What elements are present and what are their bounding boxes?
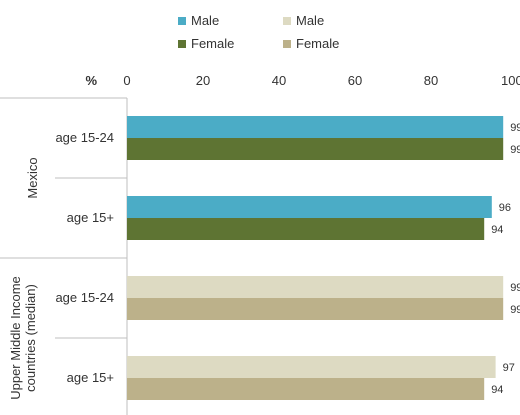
bar (127, 356, 496, 378)
group-label: countries (median) (23, 284, 38, 392)
x-tick-label: 20 (196, 73, 210, 88)
x-tick-label: 100 (501, 73, 520, 88)
category-label: age 15+ (67, 210, 114, 225)
category-label: age 15+ (67, 370, 114, 385)
axis-unit-label: % (85, 73, 97, 88)
category-label: age 15-24 (55, 290, 114, 305)
bar-value-label: 94 (491, 384, 503, 396)
bar-value-label: 99 (510, 144, 520, 156)
bar (127, 138, 504, 160)
legend-label: Female (191, 36, 234, 51)
bar (127, 218, 485, 240)
bar-value-label: 99 (510, 304, 520, 316)
bar (127, 196, 492, 218)
legend-label: Female (296, 36, 339, 51)
x-tick-label: 40 (272, 73, 286, 88)
bar (127, 298, 504, 320)
category-label: age 15-24 (55, 130, 114, 145)
group-label: Upper Middle Income (8, 276, 23, 400)
x-tick-label: 80 (424, 73, 438, 88)
x-tick-label: 0 (123, 73, 130, 88)
legend-swatch (283, 40, 291, 48)
x-tick-label: 60 (348, 73, 362, 88)
group-label: Mexico (25, 157, 40, 198)
legend-label: Male (191, 13, 219, 28)
legend-swatch (283, 17, 291, 25)
legend-swatch (178, 40, 186, 48)
bar (127, 378, 485, 400)
bar (127, 116, 504, 138)
legend-swatch (178, 17, 186, 25)
bar-value-label: 94 (491, 224, 503, 236)
bar-value-label: 96 (499, 202, 511, 214)
bar (127, 276, 504, 298)
bar-value-label: 99 (510, 122, 520, 134)
legend-label: Male (296, 13, 324, 28)
bar-value-label: 99 (510, 282, 520, 294)
bar-value-label: 97 (503, 362, 515, 374)
